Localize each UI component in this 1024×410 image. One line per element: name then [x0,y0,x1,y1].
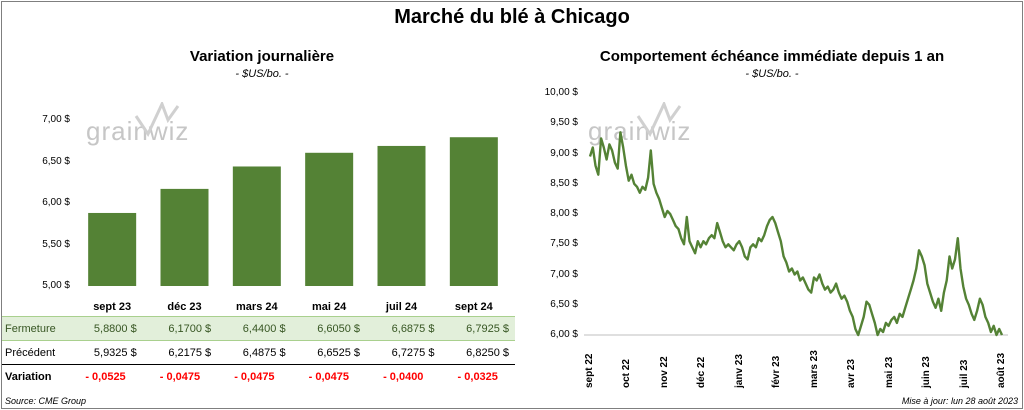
page-title: Marché du blé à Chicago [394,6,630,28]
bar [377,145,426,286]
line-chart-unit: - $US/bo. - [745,68,799,80]
table-row-previous: Précédent 5,9325 $ 6,2175 $ 6,4875 $ 6,6… [2,340,515,365]
y-tick-label: 8,00 $ [550,208,578,219]
y-tick-label: 7,00 $ [550,268,578,280]
x-category-label: mai 24 [312,301,347,313]
x-category-label: sept 23 [93,301,132,313]
x-category-label: juil 24 [385,301,418,313]
bar-chart-unit: - $US/bo. - [235,68,289,80]
bar-chart [88,137,498,286]
previous-cell: 6,6525 $ [291,340,367,365]
x-tick-label: janv 23 [733,354,745,388]
x-tick-label: mars 23 [808,350,820,388]
y-tick-label: 9,00 $ [550,147,578,159]
close-cell: 5,8800 $ [68,316,143,341]
bar [160,188,209,286]
x-tick-label: juil 23 [958,359,970,388]
variation-cell: - 0,0475 [308,370,349,383]
close-cell: 6,7925 $ [440,316,515,341]
x-tick-label: juin 23 [921,356,933,388]
update-note: Mise à jour: lun 28 août 2023 [901,396,1018,406]
previous-cell: 5,9325 $ [68,340,143,365]
watermark-swoosh-icon [636,102,682,138]
price-table: Fermeture 5,8800 $ 6,1700 $ 6,4400 $ 6,6… [2,316,515,388]
y-tick-label: 8,50 $ [550,177,578,189]
close-cell: 6,4400 $ [217,316,292,341]
close-cell: 6,1700 $ [142,316,218,341]
bar [88,212,137,286]
x-tick-label: avr 23 [846,359,858,388]
variation-cell: - 0,0525 [85,370,126,383]
watermark-logo: grainwiz [86,116,190,146]
previous-cell: 6,4875 $ [217,340,292,365]
bar [449,137,498,286]
y-tick-label: 5,00 $ [42,280,70,291]
line-chart-title: Comportement échéance immédiate depuis 1… [599,48,945,65]
y-tick-label: 6,50 $ [550,298,578,310]
bar [305,152,354,286]
variation-cell: - 0,0475 [234,370,275,383]
variation-cell: - 0,0475 [159,370,201,383]
x-category-label: mars 24 [236,301,278,313]
previous-cell: 6,7275 $ [366,340,441,365]
x-tick-label: oct 22 [621,359,633,388]
previous-cell: 6,2175 $ [142,340,218,365]
x-category-label: sept 24 [454,301,493,313]
y-tick-label: 9,50 $ [550,117,578,129]
close-cell: 6,6050 $ [291,316,367,341]
y-tick-label: 6,00 $ [42,197,70,208]
x-tick-label: févr 23 [771,355,783,388]
y-tick-label: 6,50 $ [42,155,70,167]
previous-cell: 6,8250 $ [440,340,515,365]
x-tick-label: déc 22 [696,356,708,388]
row-label-close: Fermeture [2,316,69,341]
watermark-logo: grainwiz [588,116,692,146]
x-tick-label: mai 23 [883,356,895,388]
table-row-variation: Variation - 0,0525 - 0,0475 - 0,0475 - 0… [2,365,515,389]
variation-cell: - 0,0400 [383,370,424,383]
close-cell: 6,6875 $ [366,316,441,341]
y-tick-label: 10,00 $ [544,87,578,98]
x-tick-label: sept 22 [584,353,595,388]
variation-cell: - 0,0325 [457,370,498,383]
y-tick-label: 7,00 $ [42,114,70,125]
x-category-label: déc 23 [167,301,202,313]
y-tick-label: 6,00 $ [550,329,578,340]
row-label-variation: Variation [5,370,52,383]
y-tick-label: 7,50 $ [550,238,578,250]
table-row-close: Fermeture 5,8800 $ 6,1700 $ 6,4400 $ 6,6… [2,316,515,341]
watermark-swoosh-icon [134,102,180,138]
y-tick-label: 5,50 $ [42,238,70,250]
price-line [588,131,1004,337]
bar-chart-title: Variation journalière [189,48,335,65]
source-note: Source: CME Group [5,396,87,406]
x-tick-label: nov 22 [658,356,670,388]
x-tick-label: août 23 [996,352,1007,388]
line-chart [584,131,1008,337]
row-label-previous: Précédent [2,340,69,365]
bar [232,166,281,286]
